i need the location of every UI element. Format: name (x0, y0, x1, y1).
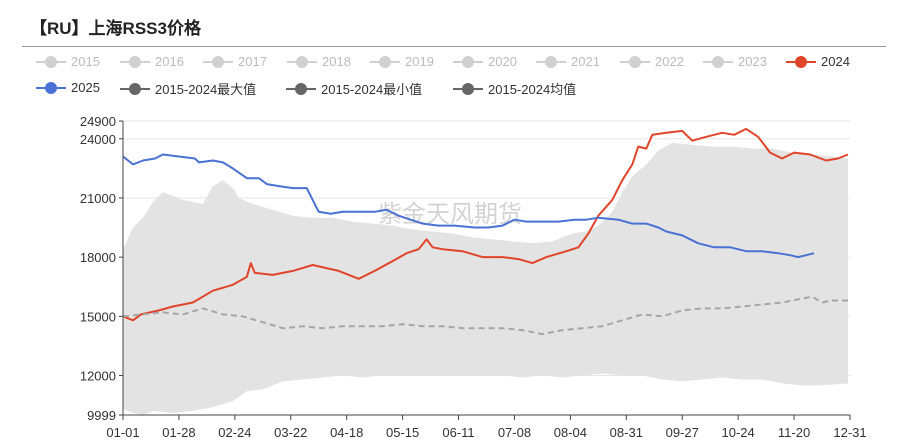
legend-item-2023[interactable]: 2023 (703, 53, 767, 69)
series-line-2025 (122, 153, 815, 259)
legend-label: 2015-2024均值 (488, 82, 577, 97)
legend-marker-icon (453, 82, 483, 95)
legend-item-2017[interactable]: 2017 (203, 53, 267, 69)
legend-marker-icon (36, 81, 66, 94)
legend-label: 2021 (571, 54, 600, 70)
legend-item-2020[interactable]: 2020 (453, 53, 517, 69)
legend-label: 2023 (738, 54, 767, 70)
legend-marker-icon (453, 55, 483, 68)
x-tick-label-1: 01-28 (162, 425, 195, 440)
legend-marker-icon (36, 55, 66, 68)
y-tick-label-3: 18000 (80, 250, 116, 265)
chart-title: 【RU】上海RSS3价格 (30, 19, 201, 38)
max-min-band (123, 142, 848, 415)
legend-label: 2018 (322, 54, 351, 70)
x-tick-label-12: 11-20 (778, 425, 810, 440)
x-tick-label-6: 06-11 (442, 425, 474, 440)
title-divider (22, 46, 886, 47)
legend-item-2015-2024均值[interactable]: 2015-2024均值 (453, 79, 576, 98)
x-tick-label-8: 08-04 (554, 425, 587, 440)
legend-item-2015-2024最大值[interactable]: 2015-2024最大值 (120, 79, 256, 98)
legend-marker-icon (786, 55, 816, 68)
y-tick-label-6: 24900 (80, 114, 116, 129)
legend-item-2016[interactable]: 2016 (120, 53, 184, 69)
legend-label: 2024 (821, 54, 850, 70)
legend-marker-icon (536, 55, 566, 68)
legend-marker-icon (620, 55, 650, 68)
x-tick-label-9: 08-31 (610, 425, 643, 440)
x-tick-label-3: 03-22 (274, 425, 307, 440)
legend-item-2024[interactable]: 2024 (786, 53, 850, 69)
legend-label: 2016 (155, 54, 184, 70)
legend-marker-icon (287, 55, 317, 68)
x-tick-label-7: 07-08 (498, 425, 531, 440)
x-tick-label-2: 02-24 (218, 425, 251, 440)
x-tick-label-10: 09-27 (666, 425, 699, 440)
legend-marker-icon (120, 82, 150, 95)
legend-item-2015-2024最小值[interactable]: 2015-2024最小值 (286, 79, 422, 98)
legend-item-2025[interactable]: 2025 (36, 79, 100, 95)
legend-label: 2020 (488, 54, 517, 70)
legend-item-2022[interactable]: 2022 (620, 53, 684, 69)
x-tick-label-13: 12-31 (833, 425, 866, 440)
legend-item-2015[interactable]: 2015 (36, 53, 100, 69)
series-line-2015-2024均值 (122, 295, 848, 336)
legend-label: 2022 (655, 54, 684, 70)
legend-item-2021[interactable]: 2021 (536, 53, 600, 69)
legend-label: 2019 (405, 54, 434, 70)
legend-label: 2015-2024最小值 (321, 82, 423, 97)
x-tick-label-4: 04-18 (330, 425, 363, 440)
legend-marker-icon (286, 82, 316, 95)
legend-label: 2025 (71, 80, 100, 96)
legend-marker-icon (370, 55, 400, 68)
legend-marker-icon (120, 55, 150, 68)
x-tick-label-5: 05-15 (386, 425, 419, 440)
legend-label: 2015-2024最大值 (155, 82, 257, 97)
legend-label: 2015 (71, 54, 100, 70)
watermark: 紫金天风期货 (378, 200, 522, 228)
x-tick-label-0: 01-01 (106, 425, 139, 440)
legend-item-2019[interactable]: 2019 (370, 53, 434, 69)
y-tick-label-5: 24000 (80, 132, 116, 147)
x-tick-label-11: 10-24 (722, 425, 755, 440)
series-line-2024 (122, 127, 849, 322)
y-tick-label-2: 15000 (80, 309, 116, 324)
y-tick-label-0: 9999 (87, 408, 116, 423)
legend-label: 2017 (238, 54, 267, 70)
legend-marker-icon (703, 55, 733, 68)
legend-item-2018[interactable]: 2018 (287, 53, 351, 69)
y-tick-label-4: 21000 (80, 191, 116, 206)
legend-marker-icon (203, 55, 233, 68)
y-tick-label-1: 12000 (80, 369, 116, 384)
